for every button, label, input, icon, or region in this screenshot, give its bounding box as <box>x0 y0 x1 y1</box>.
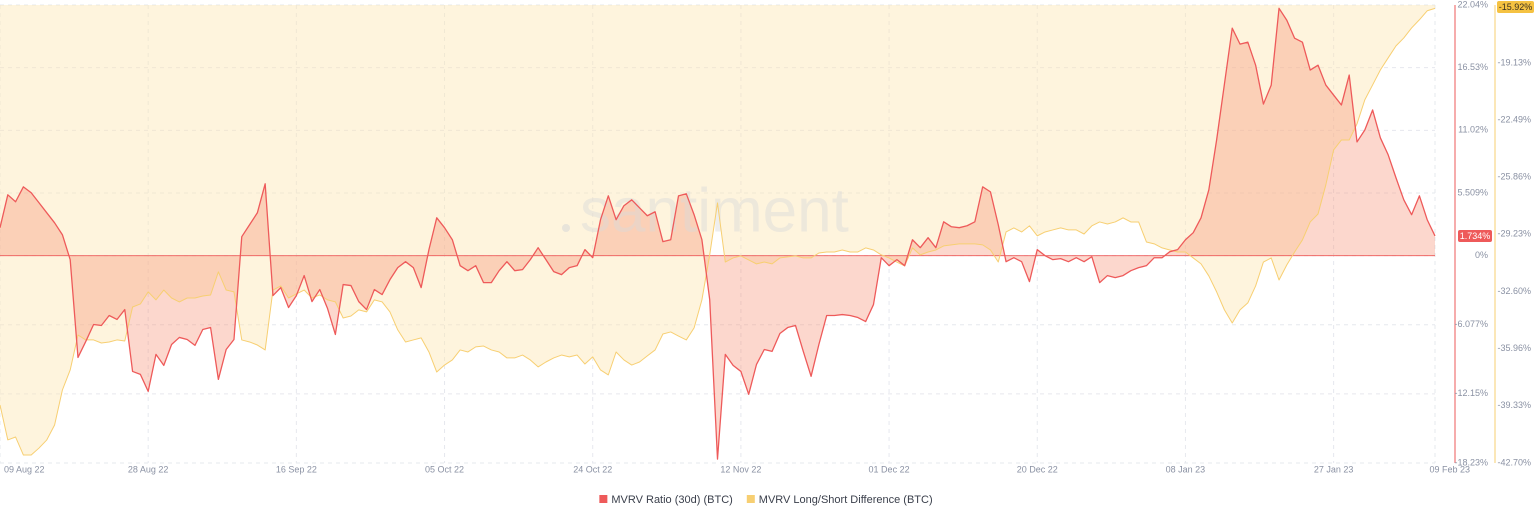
line <box>0 7 1436 460</box>
value-label: 1.734% <box>1460 231 1491 241</box>
x-tick-label: 12 Nov 22 <box>720 464 761 474</box>
y-tick-label: 16.53% <box>1457 62 1488 72</box>
value-badge <box>1458 229 1492 242</box>
x-tick-label: 01 Dec 22 <box>869 464 910 474</box>
legend-label: MVRV Long/Short Difference (BTC) <box>759 494 933 506</box>
y-tick-label: -18.23% <box>1454 457 1488 467</box>
watermark-dot <box>562 224 570 232</box>
legend-swatch <box>599 495 608 503</box>
area <box>0 5 1435 456</box>
x-tick-label: 28 Aug 22 <box>128 464 169 474</box>
value-label: -15.92% <box>1499 2 1533 12</box>
y2-tick-label: -19.13% <box>1497 57 1531 67</box>
x-tick-label: 09 Aug 22 <box>4 464 45 474</box>
y-tick-label: 0% <box>1475 250 1488 260</box>
y-tick-label: -12.15% <box>1454 388 1488 398</box>
x-tick-label: 16 Sep 22 <box>276 464 317 474</box>
y2-tick-label: -29.23% <box>1497 229 1531 239</box>
x-tick-label: 05 Oct 22 <box>425 464 464 474</box>
line <box>0 7 1436 456</box>
y-tick-label: 5.509% <box>1457 187 1488 197</box>
y2-tick-label: -25.86% <box>1497 172 1531 182</box>
x-tick-label: 08 Jan 23 <box>1166 464 1206 474</box>
y2-tick-label: -42.70% <box>1497 457 1531 467</box>
y-tick-label: -6.077% <box>1454 319 1488 329</box>
y-tick-label: 22.04% <box>1457 0 1488 9</box>
x-tick-label: 09 Feb 23 <box>1429 464 1470 474</box>
x-tick-label: 27 Jan 23 <box>1314 464 1354 474</box>
area <box>0 8 1435 460</box>
watermark: santiment <box>580 176 849 245</box>
y2-tick-label: -32.60% <box>1497 286 1531 296</box>
legend-label: MVRV Ratio (30d) (BTC) <box>611 494 732 506</box>
legend: MVRV Ratio (30d) (BTC) MVRV Long/Short Di… <box>599 494 933 506</box>
y-tick-label: 11.02% <box>1458 125 1488 135</box>
y2-tick-label: -39.33% <box>1497 400 1531 410</box>
x-tick-label: 24 Oct 22 <box>573 464 612 474</box>
value-badge <box>1497 1 1534 13</box>
y2-tick-label: -35.96% <box>1497 343 1531 353</box>
y2-tick-label: -22.49% <box>1497 114 1531 124</box>
legend-swatch <box>746 495 755 503</box>
x-tick-label: 20 Dec 22 <box>1017 464 1058 474</box>
